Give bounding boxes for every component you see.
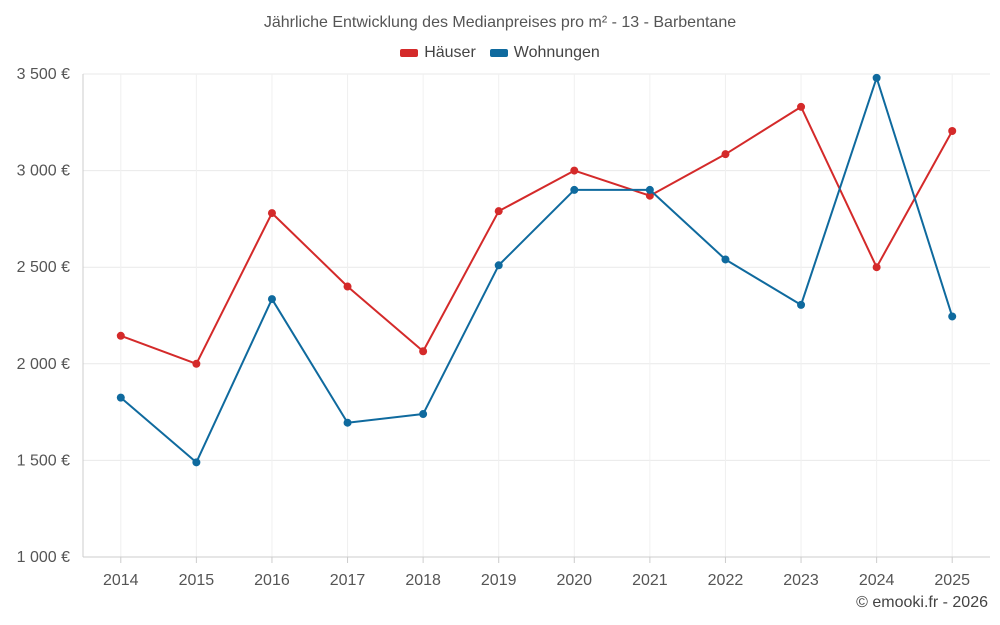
data-point-wohnungen [494, 261, 503, 270]
data-point-haeuser [570, 166, 579, 175]
x-tick-label: 2023 [783, 572, 819, 589]
x-tick-label: 2014 [103, 572, 139, 589]
data-point-wohnungen [267, 295, 276, 304]
data-point-haeuser [343, 282, 352, 291]
x-tick-label: 2020 [556, 572, 592, 589]
data-point-haeuser [494, 207, 503, 216]
x-tick-label: 2019 [481, 572, 517, 589]
x-tick-label: 2017 [330, 572, 366, 589]
data-point-haeuser [419, 347, 428, 356]
legend-item-haeuser[interactable]: Häuser [400, 44, 476, 62]
data-point-haeuser [267, 209, 276, 218]
data-point-haeuser [948, 126, 957, 135]
axes: 1 000 € 1 500 € 2 000 € 2 500 € 3 000 € 3 500… [17, 66, 990, 589]
data-point-wohnungen [192, 458, 201, 467]
series [116, 73, 957, 467]
data-point-wohnungen [419, 410, 428, 419]
data-point-haeuser [797, 102, 806, 111]
legend-item-wohnungen[interactable]: Wohnungen [489, 44, 600, 62]
y-tick-label: 2 000 € [17, 356, 70, 373]
series-line-haeuser [120, 105, 954, 365]
x-tick-label: 2018 [405, 572, 441, 589]
legend-swatch-wohnungen [489, 49, 508, 57]
data-point-wohnungen [343, 418, 352, 427]
x-tick-label: 2022 [708, 572, 744, 589]
series-line-wohnungen [120, 76, 954, 464]
data-point-wohnungen [645, 185, 654, 194]
legend-swatch-haeuser [400, 49, 419, 57]
data-point-wohnungen [721, 255, 730, 264]
y-tick-label: 2 500 € [17, 259, 70, 276]
data-point-haeuser [872, 263, 881, 272]
chart-title: Jährliche Entwicklung des Medianpreises … [263, 14, 737, 31]
legend-label-wohnungen: Wohnungen [513, 44, 600, 61]
data-point-haeuser [721, 150, 730, 159]
copyright-text: © emooki.fr - 2026 [856, 594, 988, 611]
data-point-haeuser [192, 359, 201, 368]
x-tick-label: 2021 [632, 572, 668, 589]
y-tick-label: 3 000 € [17, 163, 70, 180]
data-point-wohnungen [570, 185, 579, 194]
legend-label-haeuser: Häuser [424, 44, 476, 61]
x-tick-label: 2024 [859, 572, 895, 589]
x-tick-label: 2025 [934, 572, 970, 589]
data-point-haeuser [116, 331, 125, 340]
data-point-wohnungen [116, 393, 125, 402]
y-tick-label: 1 000 € [17, 549, 70, 566]
y-tick-label: 1 500 € [17, 452, 70, 469]
data-point-wohnungen [797, 300, 806, 309]
x-tick-label: 2015 [179, 572, 215, 589]
y-tick-label: 3 500 € [17, 66, 70, 83]
data-point-wohnungen [872, 73, 881, 82]
x-tick-label: 2016 [254, 572, 290, 589]
legend: Häuser Wohnungen [0, 44, 1000, 62]
data-point-wohnungen [948, 312, 957, 321]
data-point-haeuser [645, 191, 654, 200]
